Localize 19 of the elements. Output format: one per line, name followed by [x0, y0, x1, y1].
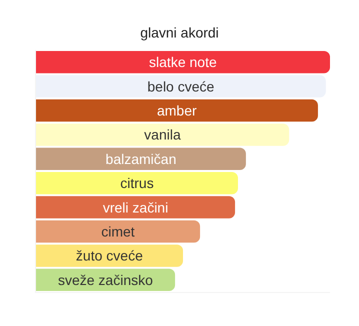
bar: [36, 172, 238, 194]
y-tick-label: žuto cveće: [76, 248, 144, 264]
bar: [36, 99, 318, 122]
bar: [36, 244, 183, 267]
y-tick-label: balzamičan: [106, 150, 176, 167]
bar: [36, 124, 290, 146]
bar: [36, 50, 330, 74]
y-tick-label: sveže začinsko: [58, 272, 154, 288]
y-tick-label: slatke note: [149, 54, 217, 70]
y-tick-label: citrus: [120, 175, 154, 192]
chart-title: glavni akordi: [140, 24, 219, 40]
y-tick-label: vanila: [144, 126, 181, 143]
bar: [36, 196, 236, 218]
y-tick-label: belo cveće: [147, 78, 215, 94]
y-tick-label: vreli začini: [102, 199, 168, 216]
y-tick-label: amber: [156, 102, 197, 118]
y-tick-label: cimet: [101, 224, 135, 240]
bar: [36, 220, 200, 243]
bar: [36, 148, 246, 170]
